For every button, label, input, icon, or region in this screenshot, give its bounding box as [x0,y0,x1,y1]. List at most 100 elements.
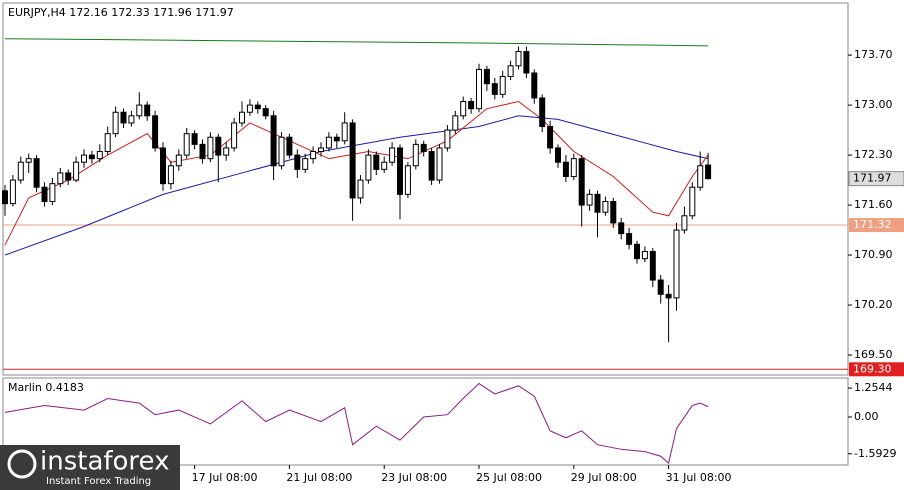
candle-body [207,136,214,160]
candle-body [239,111,245,124]
logo-brand: instaforex [40,447,169,477]
candle-body [73,161,80,181]
candle-body [523,51,530,74]
candle-body [81,154,87,163]
candle-body [120,111,127,124]
candle-body [294,154,301,170]
y-tick-label: 171.60 [854,198,893,211]
candle-body [136,104,143,117]
y-tick-label: 173.00 [854,98,893,111]
level-tag [849,362,904,377]
candle-body [254,104,261,110]
candle-body [555,147,561,163]
candle-body [586,193,593,206]
candle-body [199,143,206,160]
main-panel [2,2,849,376]
candle-body [160,147,166,185]
candle-body [152,115,159,149]
x-tick-label: 21 Jul 08:00 [286,471,352,484]
logo-icon [7,449,37,479]
candle-body [17,161,24,181]
candle-body [610,200,617,224]
candle-body [57,172,64,185]
y-tick-label: -1.5929 [854,447,896,460]
candle-body [468,101,475,110]
candle-body [436,147,443,181]
candle-body [507,65,514,78]
candle-body [697,165,704,188]
candle-body [460,101,467,117]
y-tick-label: 170.90 [854,248,893,261]
candle-body [278,136,285,167]
candle-body [373,154,380,170]
candle-body [349,122,356,199]
candle-body [9,179,16,205]
candle-body [246,104,253,113]
candle-body [286,136,293,156]
candle-body [231,122,238,149]
candle-body [167,165,174,185]
candle-body [602,200,609,213]
candle-body [112,111,119,135]
x-tick-label: 31 Jul 08:00 [666,471,732,484]
candle-body [25,158,32,163]
price-tag-label: 171.97 [853,172,892,185]
candle-body [483,68,490,85]
candle-body [270,115,277,167]
logo-tagline: Instant Forex Trading [46,476,151,487]
candle-body [681,215,688,231]
candle-body [341,122,348,142]
x-tick-label: 29 Jul 08:00 [571,471,637,484]
candle-body [531,72,538,99]
candle-body [618,222,625,235]
candle-body [404,165,411,195]
candle-body [104,133,111,153]
x-tick-label: 23 Jul 08:00 [381,471,447,484]
candle-body [547,126,554,149]
candle-body [397,147,403,195]
candle-body [499,76,506,95]
candle-body [594,193,601,213]
candle-body [491,83,498,95]
candle-body [365,154,372,181]
candle-body [144,104,151,117]
x-tick-label: 25 Jul 08:00 [476,471,542,484]
moving-average [4,115,709,256]
candle-body [215,136,222,156]
candle-body [452,115,459,131]
candle-body [428,151,435,181]
candle-body [2,190,8,205]
moving-average [4,38,709,47]
candle-body [41,186,48,202]
indicator-line [4,382,709,465]
candle-body [657,279,664,295]
y-tick-label: 0.00 [854,410,879,423]
candle-body [128,115,135,124]
level-label: 171.32 [853,218,892,231]
candle-body [562,161,569,178]
candle-body [262,108,269,117]
candle-body [49,183,56,202]
logo: instaforex Instant Forex Trading [0,445,180,490]
candle-body [578,158,585,206]
indicator-title: Marlin 0.4183 [8,381,84,394]
chart-title: EURJPY,H4 172.16 172.33 171.96 171.97 [8,6,234,19]
y-tick-label: 173.70 [854,48,893,61]
candle-body [570,158,577,178]
candle-body [626,233,633,245]
candle-body [515,51,522,67]
y-tick-label: 172.30 [854,148,893,161]
candle-body [444,129,451,149]
y-tick-label: 170.20 [854,298,893,311]
candle-body [325,136,332,149]
candle-body [649,250,656,281]
level-tag [849,218,904,233]
candle-body [357,179,364,199]
candle-body [223,147,230,156]
candle-body [673,229,680,299]
candle-body [705,164,712,180]
candle-body [389,147,396,163]
candle-body [183,133,190,156]
